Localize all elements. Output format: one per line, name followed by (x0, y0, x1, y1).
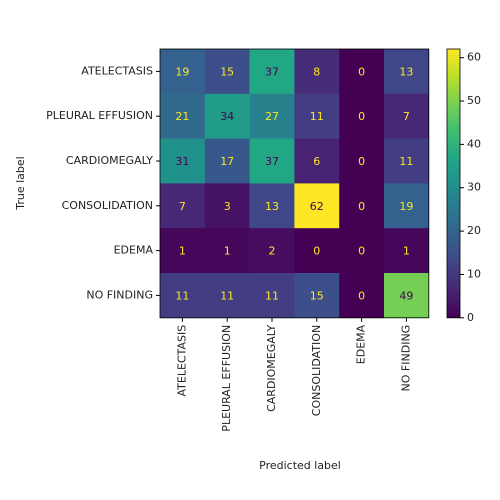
heatmap-cell (339, 49, 385, 95)
heatmap-cell (339, 183, 385, 229)
cell-value: 8 (313, 65, 320, 78)
cell-value: 62 (310, 200, 324, 213)
cell-value: 0 (313, 245, 320, 258)
heatmap-cell (384, 228, 430, 274)
cell-value: 37 (265, 155, 279, 168)
y-tick-label: NO FINDING (86, 288, 153, 301)
heatmap-cell (384, 273, 430, 319)
cell-value: 21 (175, 110, 189, 123)
cell-value: 0 (358, 245, 365, 258)
cell-value: 1 (403, 245, 410, 258)
cell-value: 13 (265, 200, 279, 213)
cell-value: 17 (220, 155, 234, 168)
cell-value: 13 (399, 65, 413, 78)
heatmap-cell (249, 93, 295, 139)
cell-value: 11 (175, 289, 189, 302)
cell-value: 2 (269, 245, 276, 258)
heatmap-cell (160, 93, 206, 139)
heatmap-cell (160, 183, 206, 229)
cell-value: 0 (358, 110, 365, 123)
cell-value: 7 (403, 110, 410, 123)
y-tick-label: CARDIOMEGALY (66, 154, 153, 167)
heatmap-cell (384, 49, 430, 95)
heatmap-cell (249, 183, 295, 229)
cell-value: 11 (310, 110, 324, 123)
cell-value: 1 (179, 245, 186, 258)
y-tick-label: PLEURAL EFFUSION (46, 109, 153, 122)
cell-value: 49 (399, 289, 413, 302)
x-tick-label: CARDIOMEGALY (265, 325, 278, 412)
heatmap-cell (204, 138, 250, 184)
heatmap-cell (294, 138, 340, 184)
cell-value: 0 (358, 155, 365, 168)
colorbar-tick-label: 30 (467, 181, 481, 194)
heatmap-cell (384, 183, 430, 229)
heatmap-cell (294, 228, 340, 274)
heatmap-cell (384, 138, 430, 184)
heatmap-cell (294, 273, 340, 319)
cell-value: 11 (265, 289, 279, 302)
y-tick-label: ATELECTASIS (81, 64, 153, 77)
cell-value: 7 (179, 200, 186, 213)
cell-value: 11 (220, 289, 234, 302)
heatmap-cell (294, 49, 340, 95)
heatmap-cell (249, 49, 295, 95)
heatmap-cell (294, 93, 340, 139)
heatmap-cell (160, 273, 206, 319)
heatmap-cell (294, 183, 340, 229)
x-tick-label: EDEMA (355, 324, 368, 364)
heatmap-cell (339, 138, 385, 184)
heatmap-cell (204, 183, 250, 229)
cell-value: 0 (358, 200, 365, 213)
x-tick-label: NO FINDING (399, 325, 412, 392)
heatmap-cell (249, 228, 295, 274)
heatmap-cell (160, 228, 206, 274)
colorbar (446, 48, 461, 319)
cell-value: 0 (358, 289, 365, 302)
x-axis-label: Predicted label (259, 459, 341, 472)
heatmap-cell (160, 138, 206, 184)
colorbar-tick-label: 10 (467, 267, 481, 280)
x-tick-label: ATELECTASIS (175, 325, 188, 397)
colorbar-tick-label: 20 (467, 224, 481, 237)
heatmap-cell (204, 273, 250, 319)
y-axis-label: True label (14, 156, 27, 210)
heatmap-cell (204, 93, 250, 139)
colorbar-tick-label: 0 (467, 311, 474, 324)
cell-value: 6 (313, 155, 320, 168)
heatmap-cell (249, 138, 295, 184)
cell-value: 11 (399, 155, 413, 168)
cell-value: 37 (265, 65, 279, 78)
heatmap-cell (204, 228, 250, 274)
cell-value: 1 (224, 245, 231, 258)
colorbar-tick-label: 60 (467, 51, 481, 64)
plot-frame (159, 48, 430, 319)
cell-value: 31 (175, 155, 189, 168)
heatmap-cell (249, 273, 295, 319)
cell-value: 19 (175, 65, 189, 78)
x-tick-label: PLEURAL EFFUSION (220, 325, 233, 432)
cell-value: 19 (399, 200, 413, 213)
heatmap-cell (339, 273, 385, 319)
colorbar-tick-label: 50 (467, 94, 481, 107)
heatmap-cell (339, 93, 385, 139)
cell-value: 3 (224, 200, 231, 213)
cell-value: 27 (265, 110, 279, 123)
cell-value: 0 (358, 65, 365, 78)
cell-value: 15 (220, 65, 234, 78)
cell-value: 15 (310, 289, 324, 302)
y-tick-label: EDEMA (114, 244, 154, 257)
y-tick-label: CONSOLIDATION (62, 199, 153, 212)
cell-value: 34 (220, 110, 234, 123)
x-tick-label: CONSOLIDATION (310, 325, 323, 416)
heatmap-cell (339, 228, 385, 274)
heatmap-cell (204, 49, 250, 95)
colorbar-tick-label: 40 (467, 137, 481, 150)
heatmap-cell (384, 93, 430, 139)
heatmap-cell (160, 49, 206, 95)
